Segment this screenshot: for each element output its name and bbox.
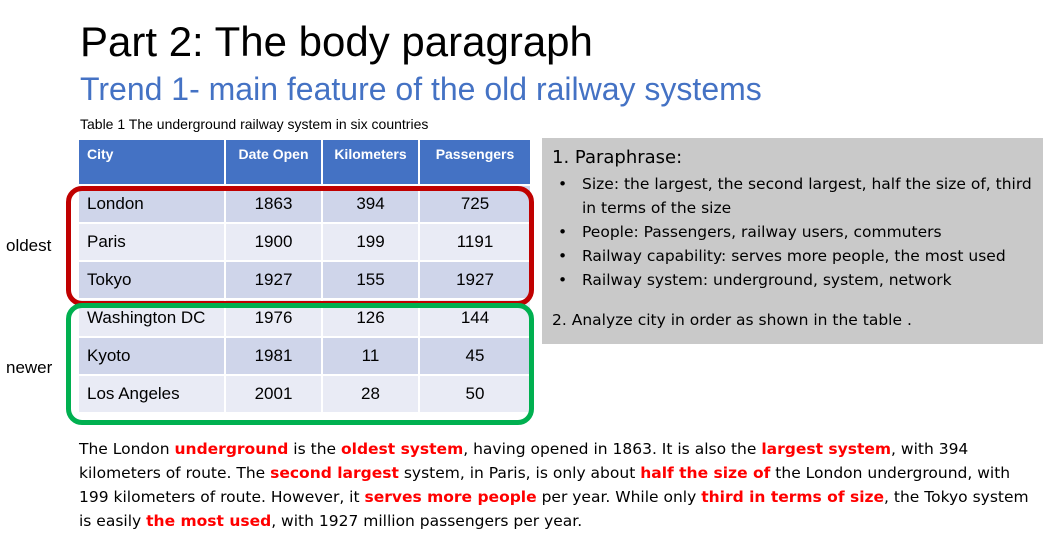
- paragraph-text: the London underground, with 199 kilomet…: [79, 464, 1011, 506]
- list-item: • Railway system: underground, system, ne…: [552, 268, 1033, 292]
- paragraph-text: , with 1927 million passengers per year.: [271, 512, 583, 530]
- paraphrase-panel: 1. Paraphrase: • Size: the largest, the s…: [542, 138, 1043, 344]
- bullet-icon: •: [558, 247, 568, 265]
- bullet-icon: •: [558, 175, 568, 193]
- cell-kilometers: 394: [323, 186, 418, 222]
- cell-city: Tokyo: [79, 262, 224, 298]
- table-row: Los Angeles 2001 28 50: [79, 376, 530, 412]
- bullet-icon: •: [558, 223, 568, 241]
- cell-passengers: 50: [420, 376, 530, 412]
- cell-kilometers: 28: [323, 376, 418, 412]
- cell-date-open: 1900: [226, 224, 321, 260]
- list-item: • Size: the largest, the second largest, …: [552, 172, 1033, 220]
- oldest-label: oldest: [6, 236, 52, 255]
- highlighted-phrase: serves more people: [364, 488, 537, 506]
- cell-kilometers: 11: [323, 338, 418, 374]
- oldest-group-outline: [66, 186, 534, 306]
- highlighted-phrase: the most used: [146, 512, 272, 530]
- slide-title: Part 2: The body paragraph: [80, 18, 593, 65]
- table-header-row: City Date Open Kilometers Passengers: [79, 140, 530, 184]
- paragraph-text: per year. While only: [536, 488, 702, 506]
- highlighted-phrase: oldest system: [340, 440, 464, 458]
- highlighted-phrase: underground: [174, 440, 289, 458]
- highlighted-phrase: third in terms of size: [701, 488, 885, 506]
- cell-city: Los Angeles: [79, 376, 224, 412]
- cell-kilometers: 199: [323, 224, 418, 260]
- list-item-text: People: Passengers, railway users, commu…: [582, 223, 942, 241]
- cell-kilometers: 155: [323, 262, 418, 298]
- slide-subtitle: Trend 1- main feature of the old railway…: [80, 71, 762, 107]
- cell-date-open: 1863: [226, 186, 321, 222]
- table-row: Kyoto 1981 11 45: [79, 338, 530, 374]
- railway-table: City Date Open Kilometers Passengers Lon…: [77, 138, 532, 414]
- highlighted-phrase: half the size of: [640, 464, 771, 482]
- list-item: • Railway capability: serves more people,…: [552, 244, 1033, 268]
- paragraph-text: , the Tokyo system is easily: [79, 488, 1029, 530]
- paragraph-text: is the: [288, 440, 341, 458]
- table-row: Paris 1900 199 1191: [79, 224, 530, 260]
- header-passengers: Passengers: [420, 140, 530, 184]
- cell-date-open: 1981: [226, 338, 321, 374]
- cell-passengers: 1927: [420, 262, 530, 298]
- cell-passengers: 725: [420, 186, 530, 222]
- body-paragraph: The London underground is the oldest sys…: [79, 437, 1034, 533]
- analyze-note: 2. Analyze city in order as shown in the…: [552, 311, 912, 329]
- cell-city: Kyoto: [79, 338, 224, 374]
- paragraph-text: system, in Paris, is only about: [398, 464, 641, 482]
- cell-date-open: 1927: [226, 262, 321, 298]
- newer-label: newer: [6, 358, 53, 377]
- list-item-text: Railway capability: serves more people, …: [582, 247, 1006, 265]
- paraphrase-heading: 1. Paraphrase:: [552, 147, 683, 168]
- paragraph-text: , having opened in 1863. It is also the: [463, 440, 762, 458]
- cell-passengers: 45: [420, 338, 530, 374]
- cell-date-open: 2001: [226, 376, 321, 412]
- bullet-icon: •: [558, 271, 568, 289]
- paraphrase-list: • Size: the largest, the second largest, …: [552, 172, 1033, 292]
- list-item: • People: Passengers, railway users, comm…: [552, 220, 1033, 244]
- header-city: City: [79, 140, 224, 184]
- highlighted-phrase: second largest: [270, 464, 399, 482]
- cell-passengers: 1191: [420, 224, 530, 260]
- newer-group-outline: [66, 303, 534, 425]
- table-row: London 1863 394 725: [79, 186, 530, 222]
- list-item-text: Size: the largest, the second largest, h…: [582, 175, 1032, 217]
- header-date-open: Date Open: [226, 140, 321, 184]
- table-caption: Table 1 The underground railway system i…: [80, 116, 429, 132]
- paragraph-text: The London: [79, 440, 175, 458]
- header-kilometers: Kilometers: [323, 140, 418, 184]
- table-row: Tokyo 1927 155 1927: [79, 262, 530, 298]
- cell-city: London: [79, 186, 224, 222]
- paragraph-text: , with 394 kilometers of route. The: [79, 440, 969, 482]
- list-item-text: Railway system: underground, system, net…: [582, 271, 952, 289]
- cell-city: Paris: [79, 224, 224, 260]
- highlighted-phrase: largest system: [761, 440, 892, 458]
- cell-date-open: 1976: [226, 300, 321, 336]
